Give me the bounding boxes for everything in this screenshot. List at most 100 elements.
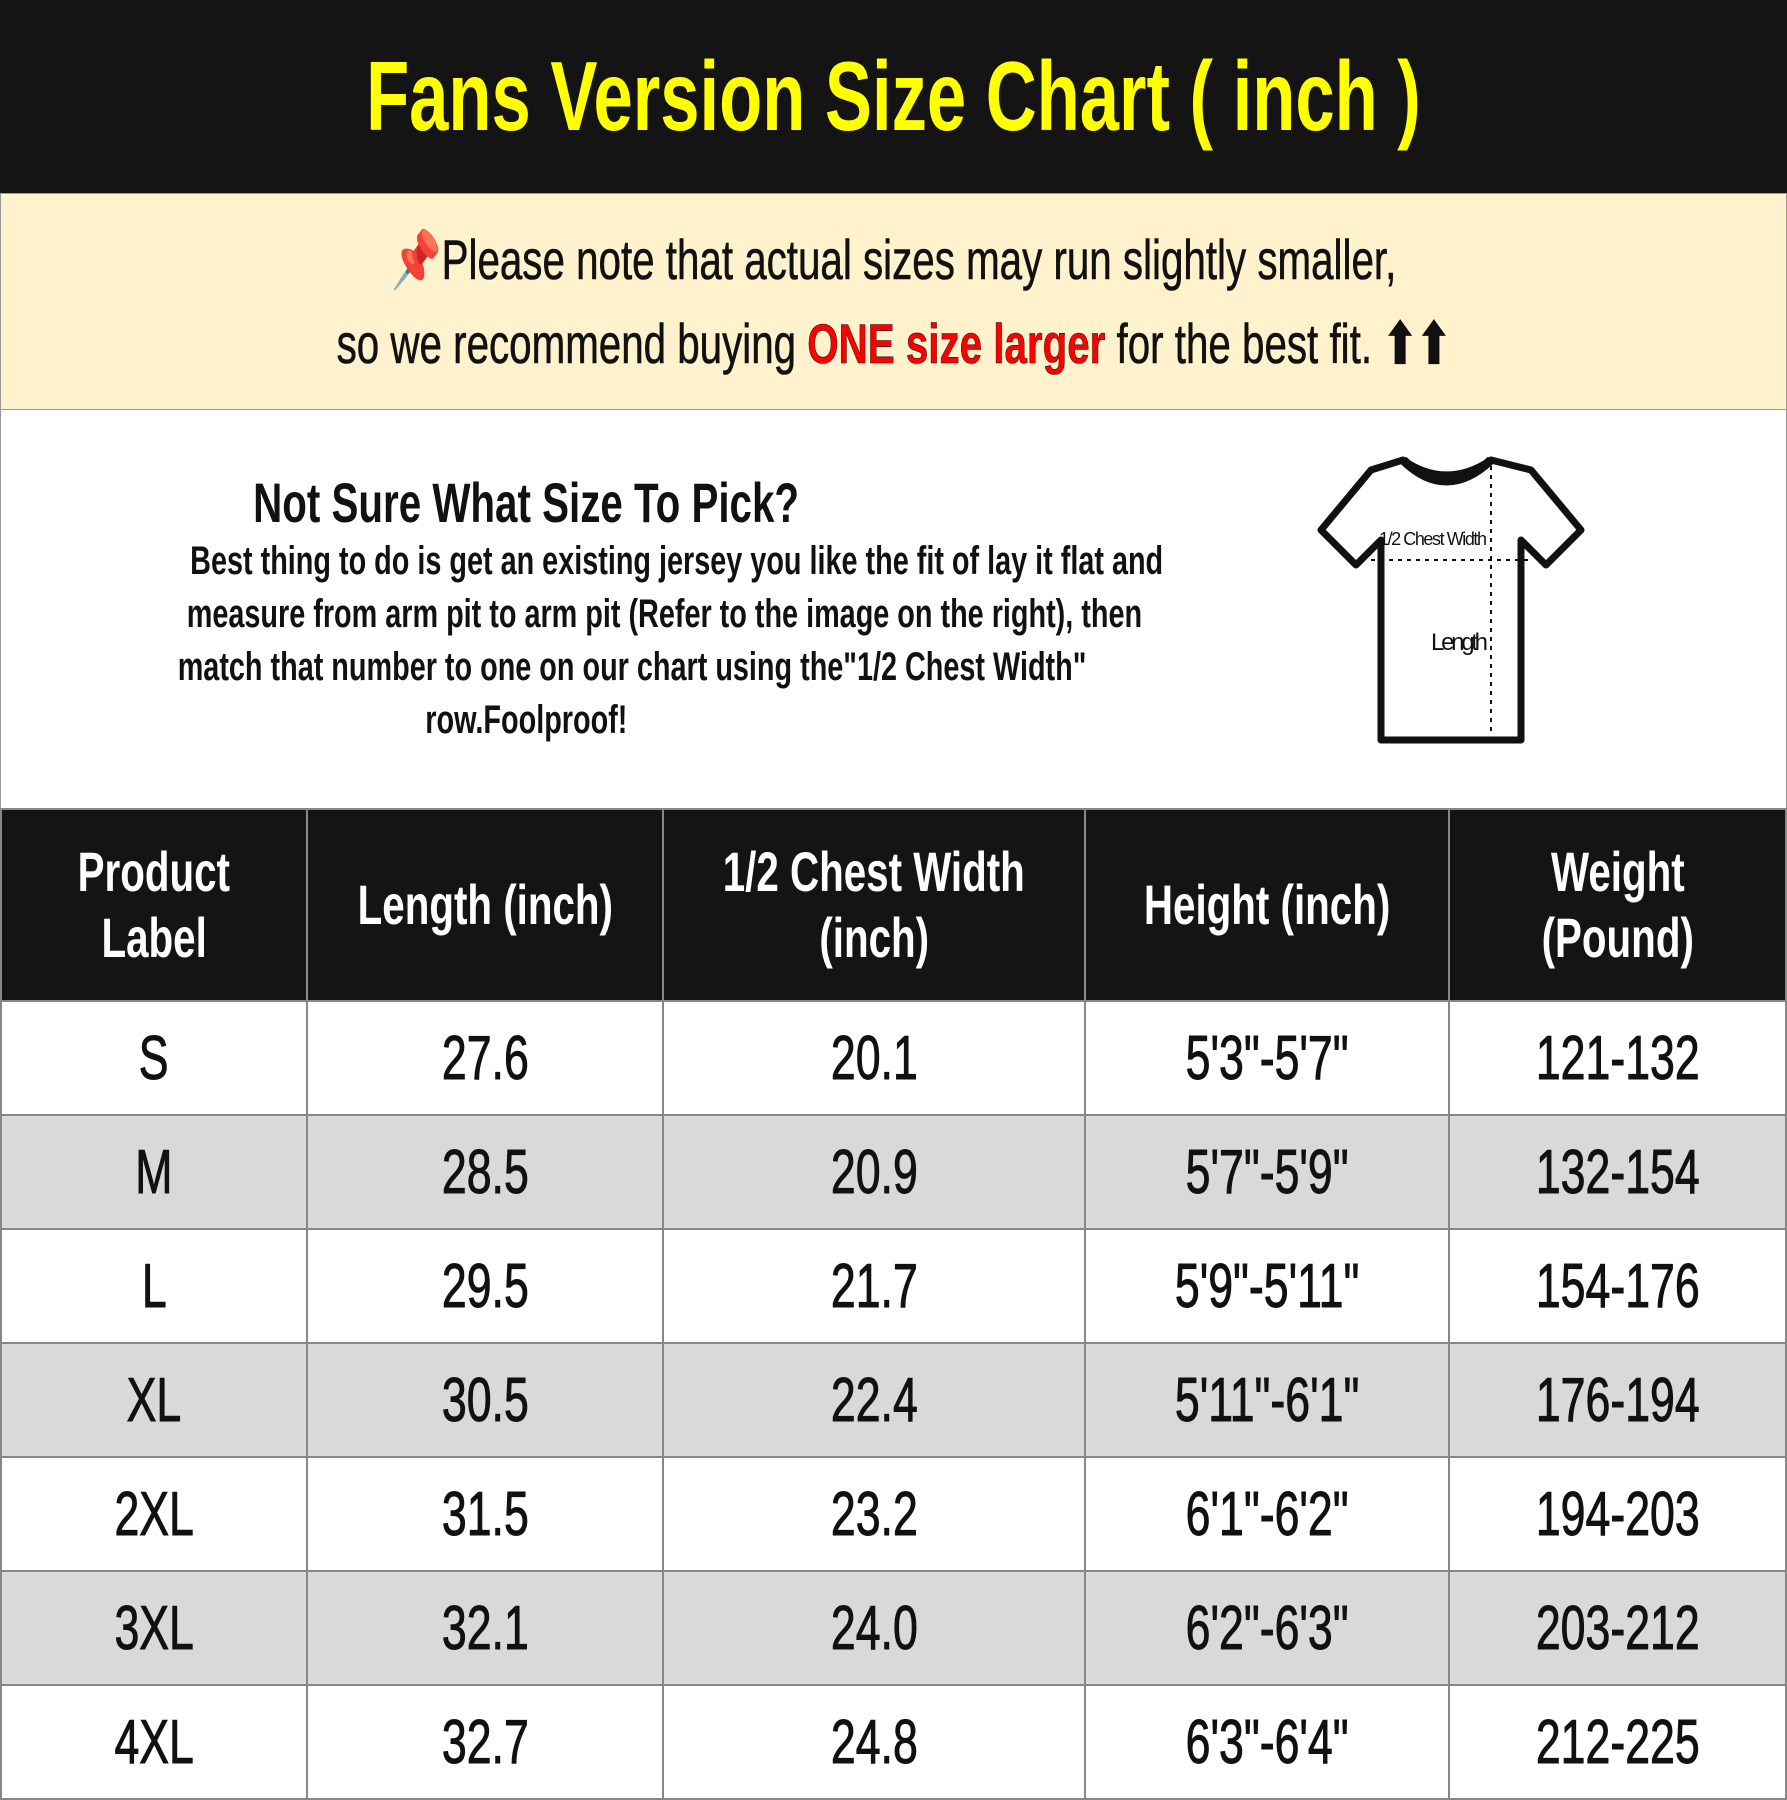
cell-value: 6'2"-6'3" bbox=[1185, 1593, 1349, 1663]
guide-line: Best thing to do is get an existing jers… bbox=[190, 539, 1164, 583]
table-cell: M bbox=[0, 1114, 308, 1230]
cell-value: 212-225 bbox=[1535, 1707, 1700, 1777]
cell-value: S bbox=[138, 1023, 170, 1093]
guide-line: measure from arm pit to arm pit (Refer t… bbox=[186, 592, 1143, 636]
table-cell: 32.1 bbox=[305, 1570, 665, 1686]
table-cell: 27.6 bbox=[305, 1000, 665, 1116]
cell-value: 27.6 bbox=[441, 1023, 529, 1093]
column-header: Product Label bbox=[0, 808, 308, 1002]
table-cell: S bbox=[0, 1000, 308, 1116]
note-text: so we recommend buying bbox=[336, 311, 808, 375]
note-line-1-text: Please note that actual sizes may run sl… bbox=[441, 227, 1396, 291]
column-header-text: (inch) bbox=[819, 906, 929, 969]
table-cell: 21.7 bbox=[662, 1228, 1086, 1344]
table-cell: XL bbox=[0, 1342, 308, 1458]
cell-value: 3XL bbox=[114, 1593, 194, 1663]
table-cell: 5'3"-5'7" bbox=[1083, 1000, 1450, 1116]
table-cell: 2XL bbox=[0, 1456, 308, 1572]
cell-value: 194-203 bbox=[1535, 1479, 1700, 1549]
guide-line: match that number to one on our chart us… bbox=[177, 645, 1087, 689]
table-row: 3XL 32.1 24.0 6'2"-6'3" 203-212 bbox=[0, 1570, 1787, 1686]
table-cell: 154-176 bbox=[1447, 1228, 1787, 1344]
cell-value: 24.8 bbox=[830, 1707, 918, 1777]
cell-value: 23.2 bbox=[830, 1479, 918, 1549]
table-cell: 132-154 bbox=[1447, 1114, 1787, 1230]
cell-value: 30.5 bbox=[441, 1365, 529, 1435]
size-note: 📌Please note that actual sizes may run s… bbox=[0, 193, 1787, 410]
guide-heading: Not Sure What Size To Pick? bbox=[253, 471, 799, 534]
table-cell: 194-203 bbox=[1447, 1456, 1787, 1572]
cell-value: 121-132 bbox=[1535, 1023, 1700, 1093]
table-cell: 24.8 bbox=[662, 1684, 1086, 1800]
cell-value: 6'1"-6'2" bbox=[1185, 1479, 1349, 1549]
guide-line: row.Foolproof! bbox=[424, 698, 628, 742]
note-line-2: so we recommend buying ONE size larger f… bbox=[336, 311, 1451, 377]
table-cell: 5'7"-5'9" bbox=[1083, 1114, 1450, 1230]
table-cell: 29.5 bbox=[305, 1228, 665, 1344]
table-row: L 29.5 21.7 5'9"-5'11" 154-176 bbox=[0, 1228, 1787, 1344]
cell-value: 5'7"-5'9" bbox=[1185, 1137, 1349, 1207]
note-line-1: 📌Please note that actual sizes may run s… bbox=[391, 227, 1396, 293]
up-arrows-icon: ⬆⬆ bbox=[1383, 311, 1451, 375]
column-header: 1/2 Chest Width (inch) bbox=[662, 808, 1086, 1002]
size-table: Product Label Length (inch) 1/2 Chest Width… bbox=[0, 808, 1787, 1800]
cell-value: 32.1 bbox=[441, 1593, 529, 1663]
cell-value: 22.4 bbox=[830, 1365, 918, 1435]
table-cell: 212-225 bbox=[1447, 1684, 1787, 1800]
table-cell: 32.7 bbox=[305, 1684, 665, 1800]
table-cell: 6'2"-6'3" bbox=[1083, 1570, 1450, 1686]
cell-value: L bbox=[141, 1251, 167, 1321]
length-label: Length bbox=[1431, 629, 1488, 656]
cell-value: 2XL bbox=[114, 1479, 194, 1549]
title-bar: Fans Version Size Chart ( inch ) bbox=[0, 0, 1787, 193]
cell-value: 5'9"-5'11" bbox=[1174, 1251, 1360, 1321]
cell-value: 24.0 bbox=[830, 1593, 918, 1663]
size-guide-section: Not Sure What Size To Pick? Best thing t… bbox=[0, 410, 1787, 809]
table-row: M 28.5 20.9 5'7"-5'9" 132-154 bbox=[0, 1114, 1787, 1230]
table-cell: 20.1 bbox=[662, 1000, 1086, 1116]
table-cell: 5'11"-6'1" bbox=[1083, 1342, 1450, 1458]
table-row: 2XL 31.5 23.2 6'1"-6'2" 194-203 bbox=[0, 1456, 1787, 1572]
table-cell: 22.4 bbox=[662, 1342, 1086, 1458]
cell-value: 176-194 bbox=[1535, 1365, 1700, 1435]
note-text: for the best fit. bbox=[1105, 311, 1384, 375]
cell-value: 28.5 bbox=[441, 1137, 529, 1207]
column-header: Length (inch) bbox=[305, 808, 665, 1002]
cell-value: 20.9 bbox=[830, 1137, 918, 1207]
table-cell: 31.5 bbox=[305, 1456, 665, 1572]
table-cell: 30.5 bbox=[305, 1342, 665, 1458]
table-cell: 6'1"-6'2" bbox=[1083, 1456, 1450, 1572]
cell-value: 132-154 bbox=[1535, 1137, 1700, 1207]
table-cell: 5'9"-5'11" bbox=[1083, 1228, 1450, 1344]
column-header-text: Length (inch) bbox=[357, 873, 613, 936]
table-cell: 23.2 bbox=[662, 1456, 1086, 1572]
table-cell: 203-212 bbox=[1447, 1570, 1787, 1686]
table-cell: 121-132 bbox=[1447, 1000, 1787, 1116]
column-header: Height (inch) bbox=[1083, 808, 1450, 1002]
cell-value: 154-176 bbox=[1535, 1251, 1700, 1321]
cell-value: M bbox=[135, 1137, 173, 1207]
table-row: 4XL 32.7 24.8 6'3"-6'4" 212-225 bbox=[0, 1684, 1787, 1800]
column-header: Weight (Pound) bbox=[1447, 808, 1787, 1002]
tshirt-diagram-icon: 1/2 Chest Width Length bbox=[1317, 456, 1585, 744]
column-header-text: Weight bbox=[1550, 840, 1685, 903]
cell-value: 5'3"-5'7" bbox=[1185, 1023, 1349, 1093]
column-header-text: Height (inch) bbox=[1143, 873, 1391, 936]
cell-value: 21.7 bbox=[830, 1251, 918, 1321]
column-header-text: 1/2 Chest Width bbox=[723, 840, 1026, 903]
column-header-text: Product bbox=[77, 840, 230, 903]
table-cell: 24.0 bbox=[662, 1570, 1086, 1686]
table-row: XL 30.5 22.4 5'11"-6'1" 176-194 bbox=[0, 1342, 1787, 1458]
cell-value: 29.5 bbox=[441, 1251, 529, 1321]
table-cell: L bbox=[0, 1228, 308, 1344]
table-row: S 27.6 20.1 5'3"-5'7" 121-132 bbox=[0, 1000, 1787, 1116]
cell-value: 31.5 bbox=[441, 1479, 529, 1549]
pushpin-icon: 📌 bbox=[391, 227, 442, 291]
table-cell: 20.9 bbox=[662, 1114, 1086, 1230]
table-cell: 4XL bbox=[0, 1684, 308, 1800]
cell-value: 20.1 bbox=[830, 1023, 918, 1093]
page-title: Fans Version Size Chart ( inch ) bbox=[366, 41, 1421, 151]
table-header-row: Product Label Length (inch) 1/2 Chest Width… bbox=[0, 808, 1787, 1002]
column-header-text: Label bbox=[101, 906, 207, 969]
table-cell: 28.5 bbox=[305, 1114, 665, 1230]
